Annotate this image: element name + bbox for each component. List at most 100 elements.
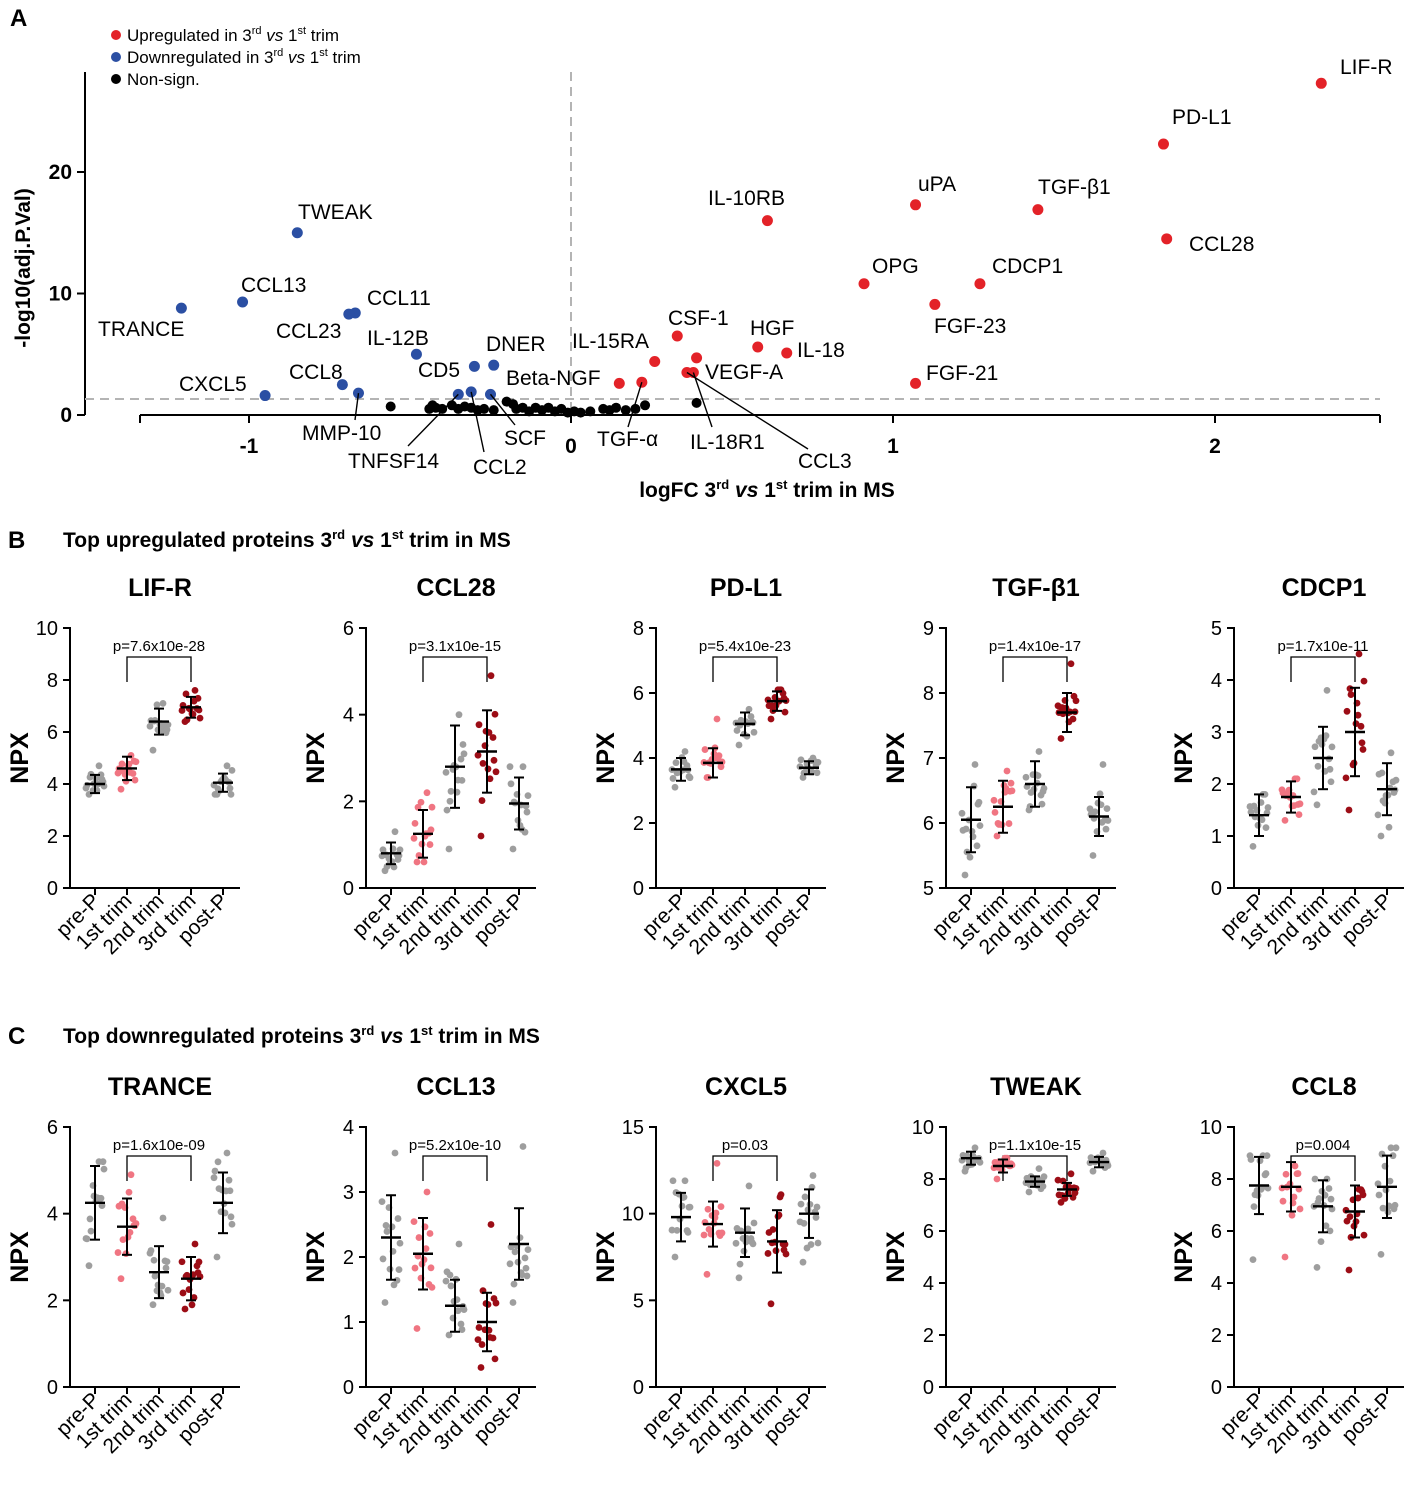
non-significant-point xyxy=(611,402,622,413)
data-point xyxy=(1374,1180,1382,1188)
data-point xyxy=(131,776,139,784)
point-il-18 xyxy=(781,347,793,359)
data-point xyxy=(379,846,387,854)
data-point xyxy=(797,756,805,764)
data-point xyxy=(1354,711,1362,719)
data-point xyxy=(1261,1171,1269,1179)
p-value-label: p=5.2x10e-10 xyxy=(409,1137,501,1154)
point-cd5 xyxy=(468,360,480,372)
label-beta-ngf: Beta-NGF xyxy=(506,367,601,390)
label-dner: DNER xyxy=(486,333,546,356)
point-il-10rb xyxy=(761,215,773,227)
p-value-label: p=1.1x10e-15 xyxy=(989,1137,1081,1154)
data-point xyxy=(715,1229,723,1237)
label-tweak: TWEAK xyxy=(298,201,373,224)
data-point xyxy=(1261,791,1269,798)
label-trance: TRANCE xyxy=(98,318,184,341)
y-tick-label: 4 xyxy=(343,705,354,727)
data-point xyxy=(410,834,418,842)
data-point xyxy=(745,1182,753,1190)
y-tick-label: 2 xyxy=(923,1325,934,1347)
data-point xyxy=(1342,774,1350,782)
data-point xyxy=(1039,788,1047,795)
data-point xyxy=(383,1228,391,1235)
data-point xyxy=(223,762,231,770)
point-cxcl5 xyxy=(259,390,271,402)
leader-line xyxy=(407,393,459,447)
data-point xyxy=(491,1355,499,1363)
point-opg xyxy=(858,278,870,290)
data-point xyxy=(1385,823,1393,831)
label-fgf-23: FGF-23 xyxy=(934,315,1006,338)
data-point xyxy=(478,797,486,804)
legend-down-label: Downregulated in 3rd vs 1st trim xyxy=(127,47,361,67)
y-tick-label: 2 xyxy=(633,813,644,835)
y-tick-label: 6 xyxy=(1211,1221,1222,1243)
y-tick-label: 2 xyxy=(343,1247,354,1269)
legend-ns-marker xyxy=(111,74,121,84)
data-point xyxy=(1386,1177,1394,1185)
p-value-label: p=0.004 xyxy=(1296,1137,1351,1154)
data-point xyxy=(479,760,487,767)
data-point xyxy=(961,871,969,879)
data-point xyxy=(394,1215,402,1222)
data-point xyxy=(87,1227,95,1235)
data-point xyxy=(190,697,198,705)
data-point xyxy=(797,1200,805,1208)
data-point xyxy=(735,741,743,749)
data-point xyxy=(475,1324,483,1331)
y-tick-label: 1 xyxy=(1211,826,1222,848)
data-point xyxy=(776,1193,784,1201)
data-point xyxy=(191,1240,199,1248)
data-point xyxy=(228,1220,236,1228)
data-point xyxy=(509,1299,517,1306)
data-point xyxy=(1311,743,1319,751)
section-title-b: Top upregulated proteins 3rd vs 1st trim… xyxy=(63,527,511,552)
data-point xyxy=(1103,805,1111,812)
leader-line xyxy=(489,393,516,426)
y-tick-label: 0 xyxy=(60,404,72,427)
data-point xyxy=(149,1301,157,1309)
data-point xyxy=(1387,1144,1395,1152)
data-point xyxy=(1377,832,1385,840)
data-point xyxy=(446,1271,454,1279)
panel-letter-c: C xyxy=(8,1023,25,1050)
legend-ns-label: Non-sign. xyxy=(127,70,200,89)
data-point xyxy=(769,1226,777,1233)
data-point xyxy=(813,1203,821,1211)
data-point xyxy=(214,1158,222,1166)
data-point xyxy=(522,1264,530,1272)
y-tick-label: 6 xyxy=(47,1117,58,1139)
data-point xyxy=(1378,769,1386,777)
y-tick-label: 6 xyxy=(47,722,58,744)
data-point xyxy=(1345,806,1353,814)
label-il-10rb: IL-10RB xyxy=(708,187,785,210)
data-point xyxy=(82,784,90,792)
data-point xyxy=(213,1253,221,1261)
data-point xyxy=(475,721,483,729)
point-fgf-23 xyxy=(929,298,941,310)
data-point xyxy=(492,1299,500,1307)
data-point xyxy=(1360,677,1368,685)
label-ccl13: CCL13 xyxy=(241,274,306,297)
volcano-points xyxy=(175,77,1327,418)
data-point xyxy=(671,783,679,791)
data-point xyxy=(1086,805,1094,813)
label-ccl28: CCL28 xyxy=(1189,233,1254,256)
data-point xyxy=(1327,1195,1335,1203)
y-tick-label: 8 xyxy=(47,670,58,692)
data-point xyxy=(417,798,425,806)
data-point xyxy=(443,806,451,814)
data-point xyxy=(713,715,721,723)
data-point xyxy=(812,1214,820,1221)
p-value-label: p=7.6x10e-28 xyxy=(113,638,205,655)
data-point xyxy=(1358,739,1366,747)
data-point xyxy=(809,1172,817,1179)
data-point xyxy=(1357,1186,1365,1194)
